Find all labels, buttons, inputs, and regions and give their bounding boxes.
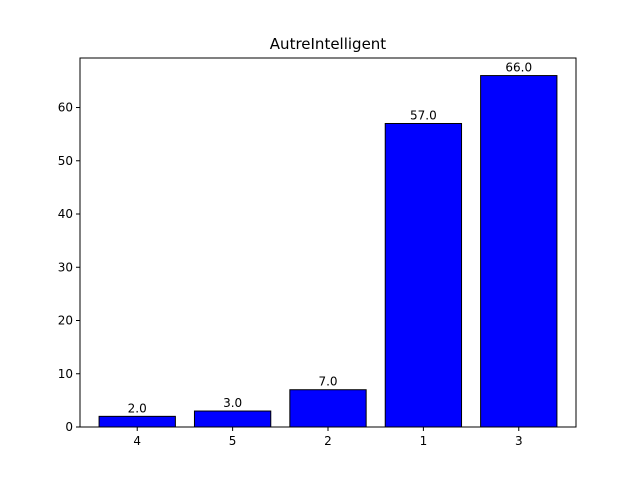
x-tick-label-3: 3 [515, 434, 523, 448]
y-tick-label-40: 40 [58, 207, 73, 221]
y-tick-label-10: 10 [58, 367, 73, 381]
bar-4 [98, 415, 176, 428]
y-tick-label-50: 50 [58, 154, 73, 168]
data-label-2: 7.0 [318, 375, 337, 389]
bar-5 [193, 410, 272, 428]
data-label-5: 3.0 [223, 396, 242, 410]
bars-group [98, 75, 558, 428]
y-tick-label-0: 0 [65, 420, 73, 434]
chart-title: AutreIntelligent [270, 35, 387, 53]
x-tick-label-1: 1 [420, 434, 428, 448]
x-tick-label-4: 4 [133, 434, 141, 448]
x-tick-label-5: 5 [229, 434, 237, 448]
bar-2 [289, 389, 367, 428]
data-label-3: 66.0 [505, 61, 532, 75]
data-labels-group: 2.0 3.0 7.0 57.0 66.0 [128, 61, 532, 416]
y-tick-label-30: 30 [58, 260, 73, 274]
y-axis: 0 10 20 30 40 50 60 [58, 101, 80, 434]
bar-1 [384, 122, 463, 428]
y-tick-label-60: 60 [58, 101, 73, 115]
x-axis: 4 5 2 1 3 [133, 427, 523, 448]
bar-3 [480, 75, 558, 428]
x-tick-label-2: 2 [324, 434, 332, 448]
plot-frame [79, 57, 577, 428]
data-label-4: 2.0 [128, 401, 147, 415]
y-tick-label-20: 20 [58, 314, 73, 328]
data-label-1: 57.0 [410, 108, 437, 122]
